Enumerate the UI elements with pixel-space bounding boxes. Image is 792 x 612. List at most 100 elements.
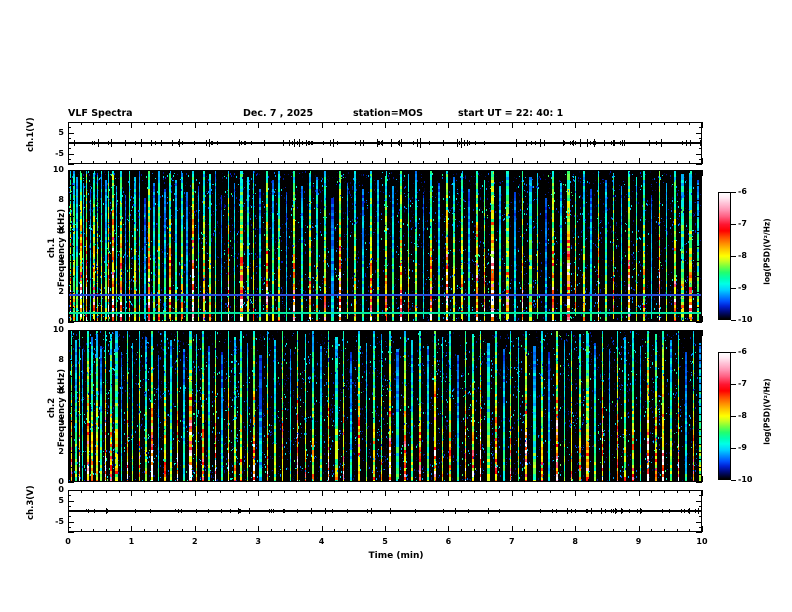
sferic-spread — [77, 241, 78, 243]
spectrogram-pixel — [87, 190, 88, 191]
spectrogram-pixel — [608, 300, 609, 301]
sferic-spread — [112, 301, 113, 303]
spectrogram-pixel — [110, 233, 111, 234]
sferic-spread — [109, 317, 110, 319]
spectrogram-pixel — [257, 268, 258, 269]
spectrogram-pixel — [457, 250, 458, 251]
sferic-spread — [97, 242, 98, 244]
spectrogram-pixel — [270, 276, 271, 277]
sferic-spread — [123, 191, 124, 193]
sferic-spread — [79, 205, 80, 207]
spectrogram-pixel — [290, 224, 291, 225]
spectrogram-pixel — [519, 194, 520, 195]
sferic-spread — [128, 181, 129, 183]
spectrogram-pixel — [298, 241, 299, 242]
spectrogram-pixel — [651, 186, 652, 187]
spectrogram-pixel — [670, 178, 671, 179]
spectrogram-pixel — [676, 283, 677, 284]
sferic-spread — [117, 200, 118, 202]
sferic-spread — [97, 287, 98, 289]
spectrogram-pixel — [388, 238, 389, 239]
sferic-spread — [203, 277, 204, 279]
spectrogram-pixel — [270, 291, 271, 292]
spectrogram-pixel — [365, 229, 366, 230]
sferic-spread — [82, 267, 83, 269]
spectrogram-pixel — [470, 184, 471, 185]
spectrogram-pixel — [519, 231, 520, 232]
spectrogram-pixel — [502, 291, 503, 292]
spectrogram-pixel — [303, 248, 304, 249]
spectrogram-pixel — [289, 299, 290, 300]
sferic-spread — [230, 173, 231, 175]
spectrogram-pixel — [268, 224, 269, 225]
spectrogram-pixel — [624, 285, 625, 286]
spectrogram-pixel — [403, 202, 404, 203]
spectrogram-pixel — [391, 172, 392, 173]
spectrogram-pixel — [701, 227, 702, 228]
sferic-spread — [132, 304, 133, 306]
spectrogram-pixel — [466, 215, 467, 216]
spectrogram-pixel — [662, 238, 663, 239]
spectrogram-pixel — [283, 178, 284, 179]
sferic-spread — [119, 251, 120, 253]
spectrogram-pixel — [428, 248, 429, 249]
spectrogram-pixel — [434, 236, 435, 237]
spectrogram-pixel — [580, 297, 581, 298]
spectrogram-pixel — [676, 176, 677, 177]
spectrogram-pixel — [218, 280, 219, 281]
spectrogram-pixel — [360, 304, 361, 305]
sferic-spread — [117, 251, 118, 253]
sferic-spread — [194, 211, 195, 213]
sferic-spread — [150, 258, 151, 260]
spectrogram-pixel — [356, 239, 357, 240]
spectrogram-pixel — [205, 277, 206, 278]
spectrogram-pixel — [601, 242, 602, 243]
spectrogram-pixel — [200, 286, 201, 287]
spectrogram-pixel — [671, 272, 672, 273]
sferic-spread — [118, 297, 119, 299]
spectrogram-pixel — [434, 229, 435, 230]
spectrogram-pixel — [160, 253, 161, 254]
sferic-spread — [97, 237, 98, 239]
spectrogram-pixel — [645, 261, 646, 262]
spectrogram-pixel — [616, 224, 617, 225]
spectrogram-pixel — [335, 290, 336, 291]
sferic-spread — [73, 265, 74, 267]
sferic-spread — [68, 247, 69, 249]
spectrogram-pixel — [436, 258, 437, 259]
spectrogram-pixel — [564, 252, 565, 253]
sferic-spread — [94, 181, 95, 183]
spectrogram-pixel — [150, 255, 151, 256]
sferic-spread — [94, 194, 95, 196]
sferic-spread — [84, 315, 85, 317]
sferic-streak — [209, 320, 211, 322]
spectrogram-pixel — [232, 227, 233, 228]
spectrogram-pixel — [509, 306, 510, 307]
sferic-spread — [181, 189, 182, 191]
spectrogram-pixel — [412, 310, 413, 311]
spectrogram-pixel — [449, 271, 450, 272]
spectrogram-pixel — [151, 279, 152, 280]
sferic-spread — [87, 262, 88, 264]
sferic-spread — [165, 235, 166, 237]
spectrogram-pixel — [349, 191, 350, 192]
spectrogram-pixel — [244, 266, 245, 267]
spectrogram-pixel — [320, 191, 321, 192]
spectrogram-pixel — [640, 275, 641, 276]
sferic-streak — [90, 320, 91, 322]
spectrogram-pixel — [336, 177, 337, 178]
spectrogram-pixel — [564, 199, 565, 200]
sferic-streak — [148, 320, 150, 322]
spectrogram-pixel — [489, 306, 490, 307]
spectrogram-pixel — [349, 193, 350, 194]
spectrogram-pixel — [141, 270, 142, 271]
spectrogram-pixel — [389, 222, 390, 223]
spectrogram-pixel — [136, 222, 137, 223]
sferic-streak — [234, 320, 235, 322]
sferic-spread — [80, 210, 81, 212]
spectrogram-pixel — [140, 251, 141, 252]
sferic-spread — [93, 265, 94, 267]
spectrogram-pixel — [424, 228, 425, 229]
sferic-spread — [110, 174, 111, 176]
spectrogram-pixel — [557, 259, 558, 260]
